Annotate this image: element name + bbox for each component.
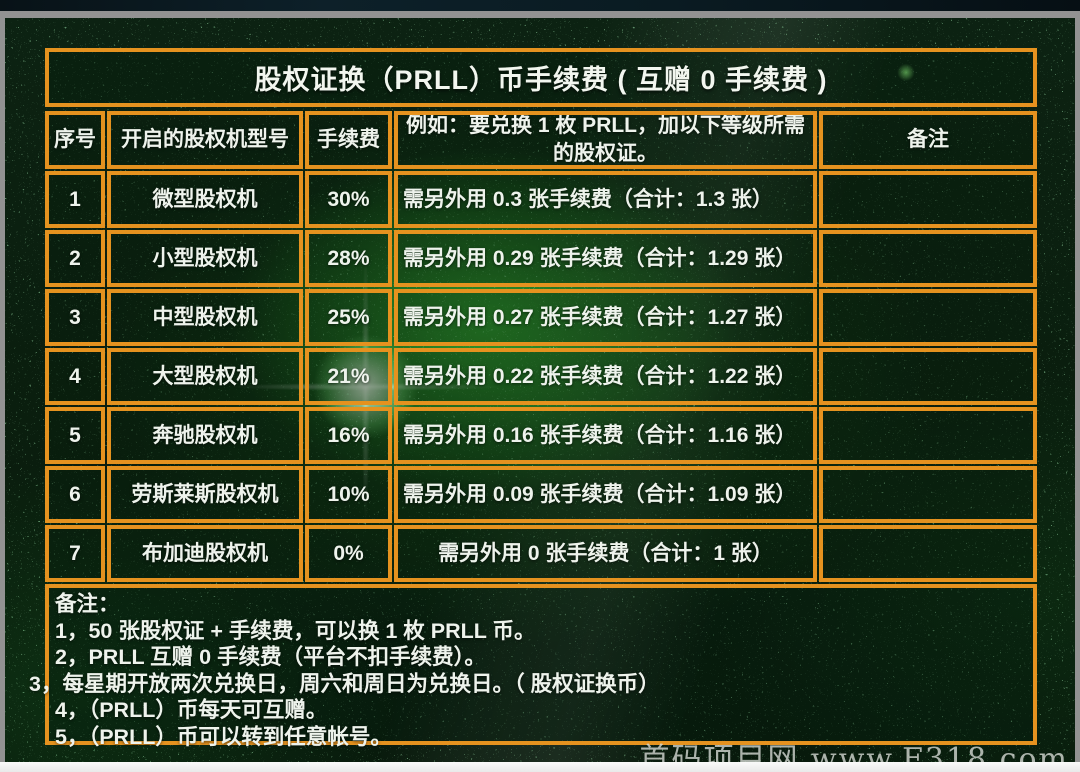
row-2-example: 需另外用 0.29 张手续费（合计：1.29 张） <box>394 230 817 287</box>
watermark: 首码项目网 www.F318.com <box>639 742 1069 763</box>
row-7-model: 布加迪股权机 <box>107 525 303 582</box>
row-1-fee: 30% <box>305 171 392 228</box>
row-7-fee: 0% <box>305 525 392 582</box>
row-6-example: 需另外用 0.09 张手续费（合计：1.09 张） <box>394 466 817 523</box>
col-header-example: 例如：要兑换 1 枚 PRLL，加以下等级所需的股权证。 <box>394 111 817 169</box>
row-4-fee: 21% <box>305 348 392 405</box>
notes-section: 备注： 1，50 张股权证 + 手续费，可以换 1 枚 PRLL 币。 2，PR… <box>29 584 1037 749</box>
row-1-example: 需另外用 0.3 张手续费（合计：1.3 张） <box>394 171 817 228</box>
row-3-fee: 25% <box>305 289 392 346</box>
bottom-bar <box>0 762 1080 772</box>
row-3-example: 需另外用 0.27 张手续费（合计：1.27 张） <box>394 289 817 346</box>
row-5-no: 5 <box>45 407 105 464</box>
row-3-no: 3 <box>45 289 105 346</box>
note-item-1: 1，50 张股权证 + 手续费，可以换 1 枚 PRLL 币。 <box>55 618 536 643</box>
row-6-fee: 10% <box>305 466 392 523</box>
row-4-remark <box>819 348 1037 405</box>
row-1-remark <box>819 171 1037 228</box>
row-4-no: 4 <box>45 348 105 405</box>
poster-title-text: 股权证换（PRLL）币手续费 ( 互赠 0 手续费 ) <box>254 65 828 95</box>
row-5-model: 奔驰股权机 <box>107 407 303 464</box>
col-header-remark: 备注 <box>819 111 1037 169</box>
row-6-remark <box>819 466 1037 523</box>
row-2-fee: 28% <box>305 230 392 287</box>
row-7-remark <box>819 525 1037 582</box>
row-2-no: 2 <box>45 230 105 287</box>
note-item-2: 2，PRLL 互赠 0 手续费（平台不扣手续费）。 <box>55 645 486 669</box>
row-3-remark <box>819 289 1037 346</box>
row-4-example: 需另外用 0.22 张手续费（合计：1.22 张） <box>394 348 817 405</box>
row-5-example: 需另外用 0.16 张手续费（合计：1.16 张） <box>394 407 817 464</box>
row-1-model: 微型股权机 <box>107 171 303 228</box>
fee-table: 序号 开启的股权机型号 手续费 例如：要兑换 1 枚 PRLL，加以下等级所需的… <box>45 111 1037 582</box>
fee-board: 股权证换（PRLL）币手续费 ( 互赠 0 手续费 ) 序号 开启的股权机型号 … <box>29 48 1037 749</box>
row-1-no: 1 <box>45 171 105 228</box>
row-7-example: 需另外用 0 张手续费（合计：1 张） <box>394 525 817 582</box>
note-item-4: 4，（PRLL）币每天可互赠。 <box>55 698 328 722</box>
row-4-model: 大型股权机 <box>107 348 303 405</box>
row-3-model: 中型股权机 <box>107 289 303 346</box>
col-header-fee: 手续费 <box>305 111 392 169</box>
col-header-no: 序号 <box>45 111 105 169</box>
row-2-remark <box>819 230 1037 287</box>
row-6-model: 劳斯莱斯股权机 <box>107 466 303 523</box>
note-item-5: 5，（PRLL）币可以转到任意帐号。 <box>55 724 392 749</box>
note-item-3: 3，每星期开放两次兑换日，周六和周日为兑换日。（ 股权证换币） <box>29 671 660 696</box>
row-5-fee: 16% <box>305 407 392 464</box>
row-2-model: 小型股权机 <box>107 230 303 287</box>
col-header-model: 开启的股权机型号 <box>107 111 303 169</box>
row-6-no: 6 <box>45 466 105 523</box>
top-dark-strip <box>0 0 1080 11</box>
notes-heading: 备注： <box>55 592 120 616</box>
row-5-remark <box>819 407 1037 464</box>
poster-title: 股权证换（PRLL）币手续费 ( 互赠 0 手续费 ) <box>45 48 1037 107</box>
poster-image: 股权证换（PRLL）币手续费 ( 互赠 0 手续费 ) 序号 开启的股权机型号 … <box>5 18 1075 763</box>
row-7-no: 7 <box>45 525 105 582</box>
